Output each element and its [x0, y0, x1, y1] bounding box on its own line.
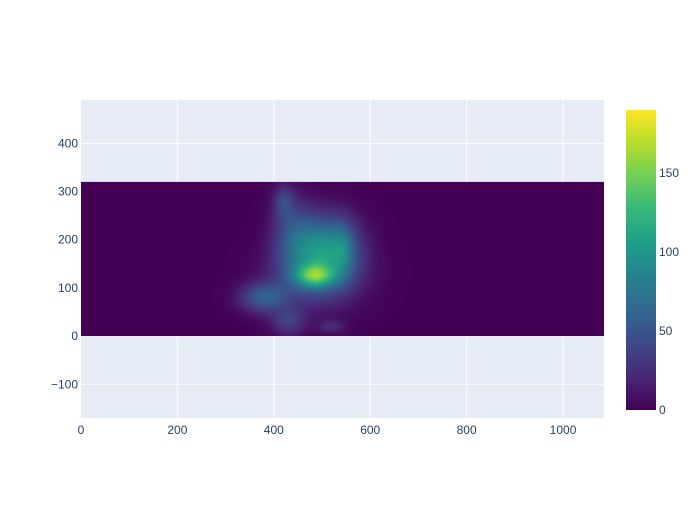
- x-tick-label: 1000: [550, 423, 577, 437]
- x-tick-label: 800: [457, 423, 477, 437]
- y-tick-label: 100: [58, 281, 78, 295]
- colorbar-tick-label: 0: [659, 403, 666, 417]
- y-tick-label: 300: [58, 185, 78, 199]
- y-axis-ticks: −100 0 100 200 300 400: [51, 136, 78, 391]
- y-tick-label: −100: [51, 377, 78, 391]
- colorbar-ticks: 0 50 100 150: [659, 166, 679, 417]
- x-tick-label: 600: [360, 423, 380, 437]
- colorbar: [626, 110, 656, 410]
- colorbar-tick-label: 100: [659, 245, 679, 259]
- x-tick-label: 200: [167, 423, 187, 437]
- colorbar-tick-label: 50: [659, 324, 673, 338]
- x-axis-ticks: 0 200 400 600 800 1000: [78, 423, 577, 437]
- y-tick-label: 200: [58, 233, 78, 247]
- y-tick-label: 0: [71, 329, 78, 343]
- y-tick-label: 400: [58, 136, 78, 150]
- x-tick-label: 400: [264, 423, 284, 437]
- heatmap-image: [81, 181, 604, 337]
- x-tick-label: 0: [78, 423, 85, 437]
- colorbar-tick-label: 150: [659, 166, 679, 180]
